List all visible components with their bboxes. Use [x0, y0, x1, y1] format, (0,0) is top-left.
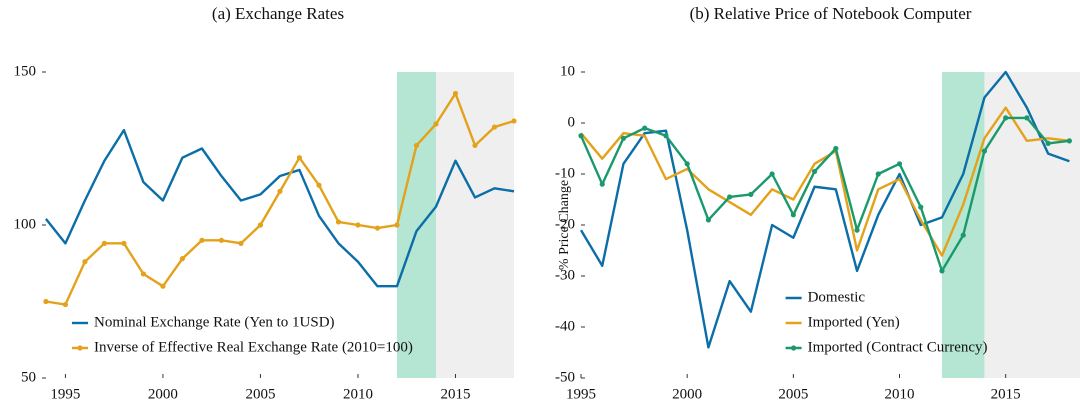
point [179, 256, 186, 262]
y-tick-label: -10 [555, 165, 575, 181]
point [960, 232, 966, 238]
point [257, 222, 264, 228]
point [727, 194, 733, 200]
point [160, 283, 166, 289]
y-tick-label: -30 [555, 267, 575, 283]
point [140, 271, 147, 277]
point [199, 237, 205, 243]
x-tick-label: 1995 [566, 386, 596, 402]
point [620, 135, 627, 141]
y-tick-label: 100 [14, 216, 37, 232]
shaded-region [396, 72, 436, 378]
y-tick-label: 50 [21, 369, 36, 385]
panel: (a) Exchange Rates 50 100 150 1995 2000 2005 20… [14, 4, 517, 402]
point [854, 227, 860, 233]
legend-label: Imported (Yen) [808, 314, 900, 330]
y-tick-label: -20 [555, 216, 575, 232]
point [918, 204, 924, 210]
series-line [579, 70, 1070, 349]
point [296, 155, 303, 161]
y-tick-label: -40 [555, 318, 575, 334]
point [599, 181, 605, 187]
point [491, 124, 498, 130]
point [578, 133, 584, 139]
y-tick-label: -50 [555, 369, 575, 385]
shaded-region [435, 72, 514, 378]
series-line [580, 106, 1070, 257]
legend-label: Imported (Contract Currency) [808, 339, 988, 355]
point [981, 148, 988, 154]
point [748, 191, 754, 197]
point [939, 268, 945, 274]
chart-title: (a) Exchange Rates [212, 4, 344, 23]
series-line [579, 116, 1070, 273]
point [472, 142, 478, 149]
y-tick-label: 10 [560, 63, 575, 79]
point [121, 240, 127, 246]
x-tick-label: 1995 [50, 386, 80, 402]
x-tick-label: 2005 [778, 386, 808, 402]
point [433, 121, 439, 127]
legend-marker [77, 345, 83, 351]
y-axis-label: % Price Change [557, 180, 572, 270]
point [663, 133, 669, 139]
legend-label: Domestic [808, 289, 866, 305]
point [769, 171, 775, 177]
x-tick-label: 2000 [672, 386, 702, 402]
point [1003, 115, 1009, 121]
point [1066, 138, 1072, 144]
y-tick-label: 150 [14, 63, 37, 79]
point [43, 298, 49, 305]
point [82, 259, 88, 265]
x-tick-label: 2000 [148, 386, 178, 402]
series-line [44, 128, 515, 288]
point [833, 145, 839, 152]
x-tick-label: 2010 [885, 386, 915, 402]
x-tick-label: 2015 [440, 386, 470, 402]
point [316, 182, 322, 188]
legend-label: Nominal Exchange Rate (Yen to 1USD) [94, 314, 335, 330]
legend-marker [790, 345, 797, 351]
legend-label: Inverse of Effective Real Exchange Rate … [94, 339, 413, 355]
point [896, 161, 903, 167]
point [218, 237, 225, 243]
point [238, 240, 244, 246]
point [452, 90, 459, 97]
point [790, 212, 796, 218]
point [642, 125, 648, 131]
point [374, 225, 381, 231]
point [1024, 115, 1030, 121]
point [875, 171, 881, 177]
chart-title: (b) Relative Price of Notebook Computer [690, 4, 972, 23]
point [355, 222, 361, 228]
point [335, 219, 342, 225]
x-tick-label: 2005 [245, 386, 275, 402]
point [811, 168, 818, 175]
x-tick-label: 2015 [991, 386, 1021, 402]
point [705, 217, 712, 223]
point [394, 222, 400, 228]
point [101, 240, 108, 246]
point [1045, 140, 1051, 146]
point [62, 301, 69, 308]
panel: (b) Relative Price of Notebook Computer -… [555, 4, 1080, 402]
y-tick-label: 0 [568, 114, 576, 130]
x-tick-label: 2010 [343, 386, 373, 402]
point [511, 118, 517, 124]
point [684, 161, 690, 167]
point [277, 188, 283, 194]
point [413, 142, 420, 149]
